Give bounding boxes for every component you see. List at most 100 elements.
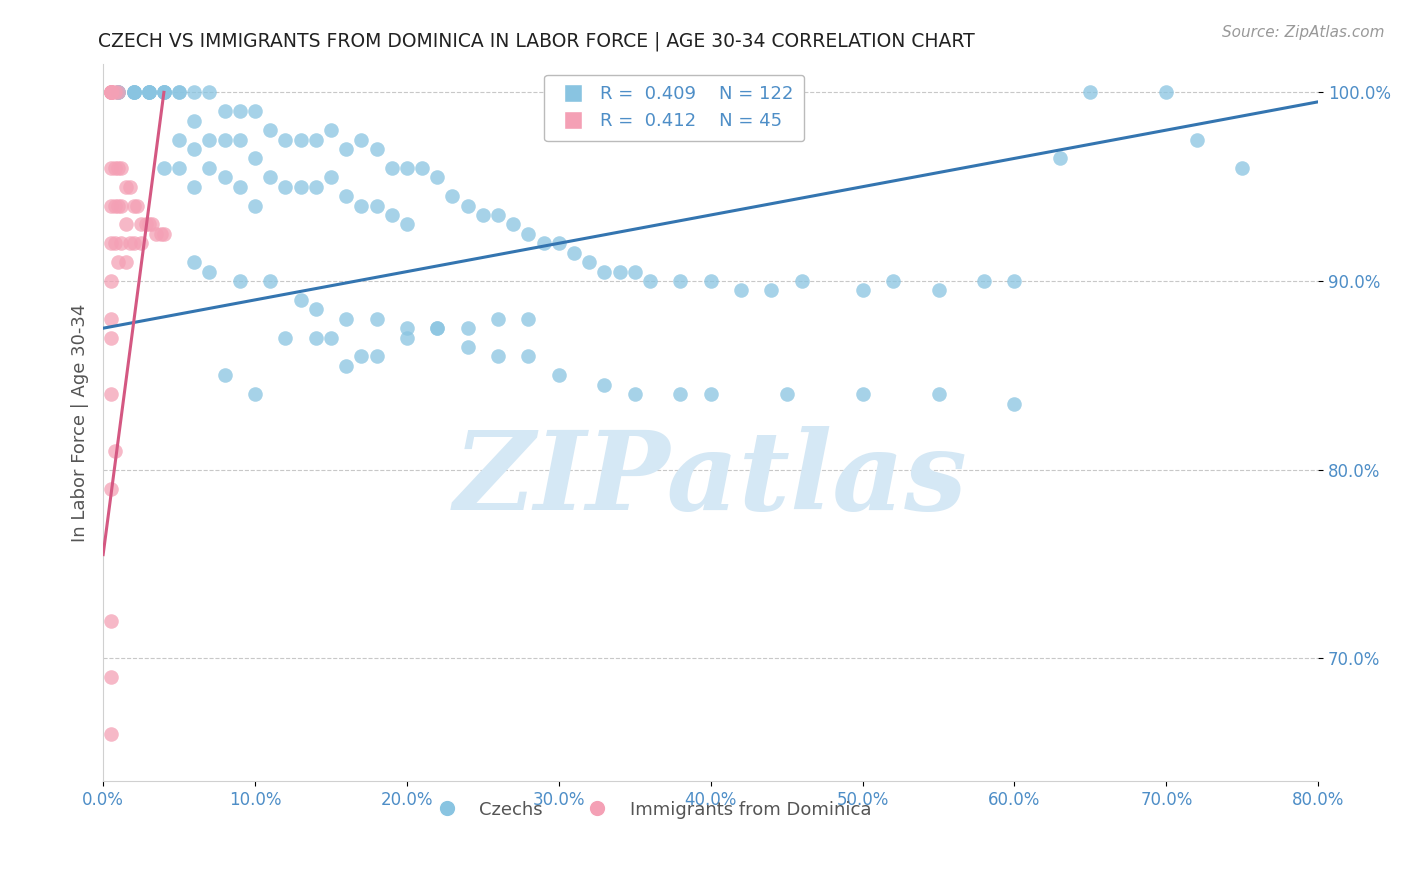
Point <box>319 170 342 185</box>
Point <box>107 255 129 269</box>
Point <box>115 218 138 232</box>
Point <box>730 284 752 298</box>
Point <box>457 340 479 354</box>
Point <box>107 161 129 175</box>
Point <box>243 387 266 401</box>
Point <box>426 321 449 335</box>
Point <box>259 170 281 185</box>
Point <box>790 274 813 288</box>
Point <box>562 245 585 260</box>
Point <box>104 161 127 175</box>
Point <box>100 86 122 100</box>
Point <box>928 387 950 401</box>
Point <box>107 86 129 100</box>
Point <box>441 189 464 203</box>
Legend: Czechs, Immigrants from Dominica: Czechs, Immigrants from Dominica <box>422 793 879 826</box>
Point <box>243 198 266 212</box>
Point <box>395 331 418 345</box>
Point <box>593 264 616 278</box>
Point <box>578 255 600 269</box>
Point <box>214 132 236 146</box>
Point <box>609 264 631 278</box>
Point <box>517 350 540 364</box>
Point <box>229 274 252 288</box>
Point <box>138 86 160 100</box>
Point <box>593 377 616 392</box>
Point <box>214 170 236 185</box>
Point <box>761 284 783 298</box>
Point <box>120 179 142 194</box>
Point <box>167 132 190 146</box>
Point <box>198 264 221 278</box>
Point <box>699 274 721 288</box>
Point <box>122 86 145 100</box>
Point <box>243 104 266 119</box>
Point <box>100 331 122 345</box>
Point <box>366 142 388 156</box>
Point <box>1080 86 1102 100</box>
Point <box>100 614 122 628</box>
Point <box>486 311 509 326</box>
Point <box>100 86 122 100</box>
Text: Source: ZipAtlas.com: Source: ZipAtlas.com <box>1222 25 1385 40</box>
Point <box>319 331 342 345</box>
Point <box>1004 274 1026 288</box>
Point <box>183 113 205 128</box>
Point <box>775 387 797 401</box>
Point <box>274 132 297 146</box>
Point <box>699 387 721 401</box>
Point <box>153 86 176 100</box>
Point <box>274 331 297 345</box>
Point <box>366 350 388 364</box>
Point <box>350 198 373 212</box>
Point <box>350 350 373 364</box>
Point <box>928 284 950 298</box>
Point <box>259 274 281 288</box>
Point <box>243 152 266 166</box>
Point <box>517 311 540 326</box>
Point <box>381 208 404 222</box>
Point <box>350 132 373 146</box>
Point <box>149 227 172 241</box>
Point <box>214 104 236 119</box>
Point <box>122 86 145 100</box>
Point <box>517 227 540 241</box>
Point <box>153 161 176 175</box>
Point <box>274 179 297 194</box>
Point <box>104 236 127 251</box>
Point <box>141 218 163 232</box>
Point <box>305 179 328 194</box>
Point <box>381 161 404 175</box>
Point <box>305 331 328 345</box>
Point <box>623 264 645 278</box>
Point <box>229 104 252 119</box>
Point <box>100 727 122 741</box>
Point <box>366 198 388 212</box>
Point <box>145 227 167 241</box>
Point <box>100 86 122 100</box>
Y-axis label: In Labor Force | Age 30-34: In Labor Force | Age 30-34 <box>72 303 89 541</box>
Point <box>125 198 148 212</box>
Point <box>122 86 145 100</box>
Point <box>486 350 509 364</box>
Point <box>290 179 312 194</box>
Point <box>129 236 152 251</box>
Point <box>122 198 145 212</box>
Point <box>198 161 221 175</box>
Point <box>138 86 160 100</box>
Point <box>290 132 312 146</box>
Point <box>669 387 692 401</box>
Point <box>426 170 449 185</box>
Point <box>153 86 176 100</box>
Point <box>457 198 479 212</box>
Point <box>100 86 122 100</box>
Point <box>335 359 357 373</box>
Point <box>973 274 995 288</box>
Point <box>153 227 176 241</box>
Point <box>100 86 122 100</box>
Point <box>198 86 221 100</box>
Point <box>305 302 328 317</box>
Point <box>366 311 388 326</box>
Point <box>138 86 160 100</box>
Point <box>100 161 122 175</box>
